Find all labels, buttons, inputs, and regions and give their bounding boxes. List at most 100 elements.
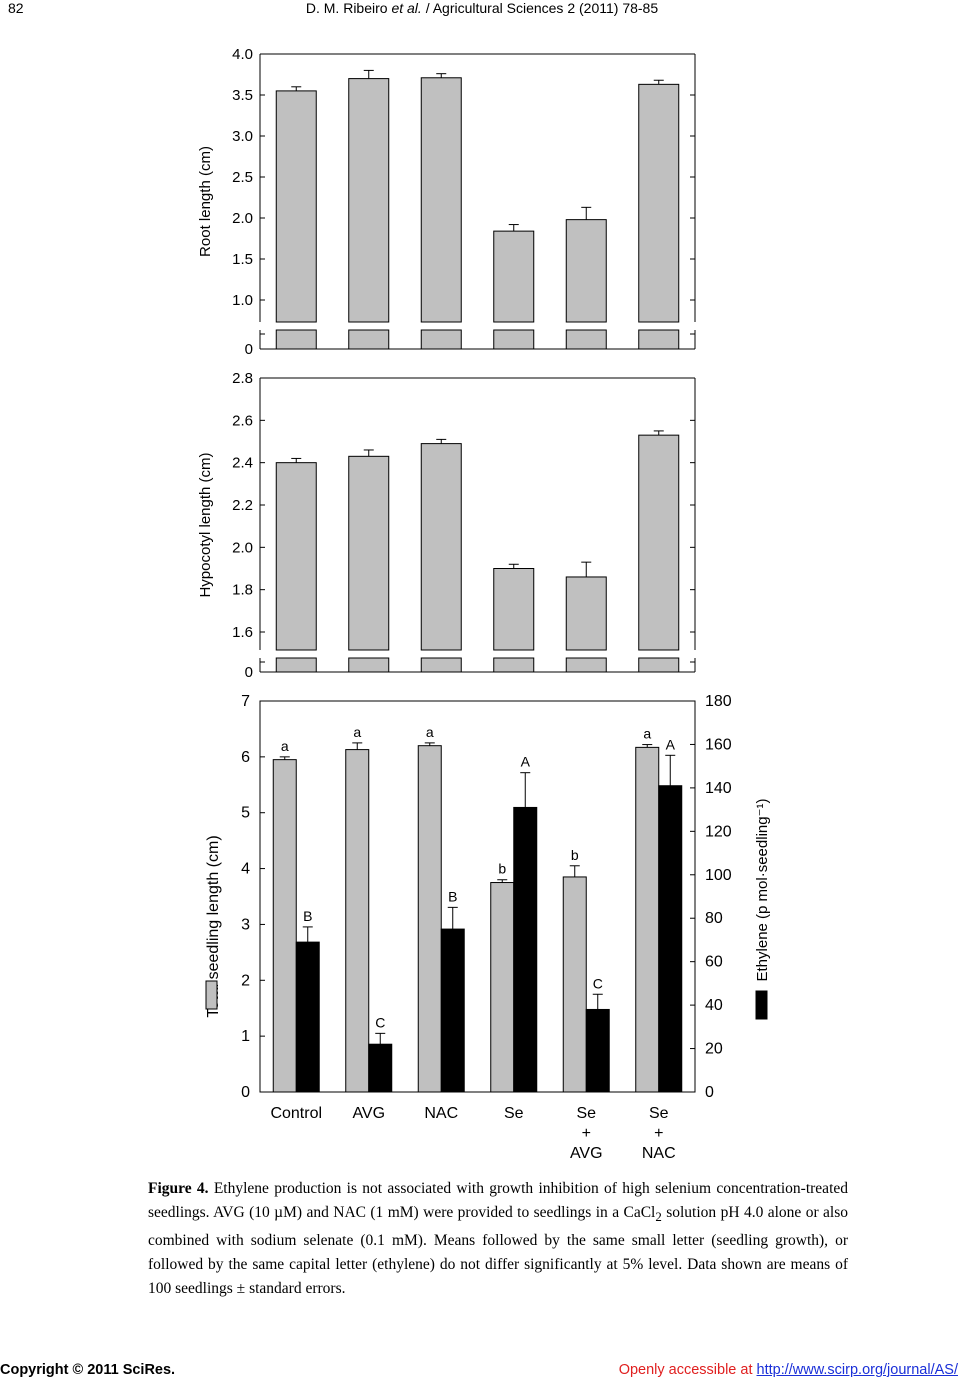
root-tick-label: 2.5 — [232, 169, 253, 186]
hypocotyl-bar-base — [348, 657, 390, 673]
category-label: NAC — [424, 1105, 458, 1122]
header-journal: / Agricultural Sciences 2 (2011) 78-85 — [425, 0, 659, 16]
seedling-significance-label: b — [498, 861, 506, 877]
journal-link[interactable]: http://www.scirp.org/journal/AS/ — [756, 1362, 958, 1378]
access-text: Openly accessible at — [618, 1362, 757, 1378]
root-bar — [638, 83, 680, 323]
header-et-al: et al. — [391, 0, 422, 16]
figure-4-charts: 0 1.0 1.5 2.0 2.5 3.0 3.5 4.0 Root length (cm) 0 1… — [197, 46, 771, 1162]
seedling-tick-label: 0 — [241, 1084, 250, 1101]
caption-subscript: 2 — [655, 1209, 662, 1225]
category-label: AVG — [570, 1145, 603, 1162]
hypocotyl-bar-base — [275, 657, 317, 673]
seedling-tick-label: 7 — [241, 693, 250, 710]
category-label: AVG — [352, 1105, 385, 1122]
ethylene-bar — [368, 1043, 393, 1093]
category-label: Control — [270, 1105, 322, 1122]
seedling-plot-frame — [259, 700, 696, 1093]
hypocotyl-ylabel: Hypocotyl length (cm) — [197, 452, 214, 597]
seedling-bar — [345, 749, 370, 1093]
root-bar — [275, 90, 317, 323]
hypocotyl-tick-label: 1.6 — [232, 624, 253, 641]
root-bar — [420, 77, 462, 323]
ethylene-tick-label: 0 — [705, 1084, 714, 1101]
ethylene-significance-label: C — [375, 1014, 385, 1030]
header-authors: D. M. Ribeiro — [305, 0, 388, 16]
seedling-bar — [272, 759, 297, 1093]
category-label: Se — [576, 1105, 596, 1122]
page-number: 82 — [8, 0, 24, 16]
hypocotyl-bar — [275, 462, 317, 651]
root-bar-base — [275, 329, 317, 350]
seedling-bar — [417, 745, 442, 1093]
ethylene-legend-swatch — [755, 990, 768, 1020]
root-ylabel: Root length (cm) — [197, 146, 214, 257]
hypocotyl-bar-base — [638, 657, 680, 673]
figure-caption: Figure 4. Ethylene production is not ass… — [148, 1177, 848, 1301]
hypocotyl-tick-label: 1.8 — [232, 582, 253, 599]
ethylene-tick-label: 140 — [705, 780, 732, 797]
ethylene-tick-label: 160 — [705, 736, 732, 753]
root-tick-label: 2.0 — [232, 210, 253, 227]
ethylene-bar — [513, 806, 538, 1093]
root-bar-base — [565, 329, 607, 350]
caption-label: Figure 4. — [148, 1180, 209, 1197]
root-tick-label: 1.5 — [232, 251, 253, 268]
seedling-bar — [562, 876, 587, 1093]
seedling-tick-label: 5 — [241, 805, 250, 822]
seedling-significance-label: b — [571, 847, 579, 863]
hypocotyl-bar — [565, 576, 607, 651]
hypocotyl-tick-label: 2.0 — [232, 539, 253, 556]
ethylene-significance-label: A — [521, 754, 531, 770]
seedling-significance-label: a — [426, 724, 434, 740]
ethylene-significance-label: C — [593, 975, 603, 991]
ethylene-bar — [440, 928, 465, 1093]
root-tick-label: 3.0 — [232, 128, 253, 145]
caption-text-1: Ethylene production is not associated wi… — [148, 1180, 849, 1221]
seedling-legend-swatch — [205, 980, 218, 1010]
seedling-ylabel: Total seedling length (cm) — [205, 835, 222, 1017]
ethylene-tick-label: 100 — [705, 867, 732, 884]
root-bar — [493, 230, 535, 323]
root-bar — [348, 78, 390, 323]
hypocotyl-bar-base — [565, 657, 607, 673]
ethylene-bar — [585, 1008, 610, 1093]
hypocotyl-bar — [348, 455, 390, 651]
root-bar-base — [348, 329, 390, 350]
category-label: NAC — [642, 1145, 676, 1162]
seedling-tick-label: 2 — [241, 972, 250, 989]
caption-text-2: solution pH 4.0 alone or also combined w… — [148, 1204, 848, 1298]
hypocotyl-tick-label: 2.2 — [232, 497, 253, 514]
access-note: Openly accessible at http://www.scirp.or… — [619, 1362, 958, 1378]
running-head: D. M. Ribeiro et al. / Agricultural Scie… — [0, 0, 964, 16]
seedling-significance-label: a — [353, 724, 361, 740]
hypocotyl-bar — [493, 568, 535, 651]
category-label: + — [582, 1125, 591, 1142]
category-label: Se — [649, 1105, 669, 1122]
seedling-significance-label: a — [281, 738, 289, 754]
hypocotyl-bar-base — [493, 657, 535, 673]
root-bar-base — [420, 329, 462, 350]
hypocotyl-bar-base — [420, 657, 462, 673]
root-tick-label: 4.0 — [232, 46, 253, 63]
seedling-significance-label: a — [643, 726, 651, 742]
hypocotyl-tick-label: 2.8 — [232, 370, 253, 387]
ethylene-bar — [658, 785, 683, 1093]
ethylene-tick-label: 180 — [705, 693, 732, 710]
hypocotyl-tick-label: 2.4 — [232, 455, 253, 472]
ethylene-significance-label: B — [448, 888, 457, 904]
seedling-bar — [635, 746, 660, 1093]
seedling-tick-label: 6 — [241, 749, 250, 766]
root-tick-label: 0 — [245, 341, 253, 358]
hypocotyl-bar — [420, 443, 462, 651]
root-bar — [565, 219, 607, 323]
hypocotyl-bar — [638, 434, 680, 651]
ethylene-tick-label: 20 — [705, 1041, 723, 1058]
root-bar-base — [493, 329, 535, 350]
seedling-tick-label: 4 — [241, 861, 250, 878]
category-label: Se — [504, 1105, 524, 1122]
ethylene-tick-label: 40 — [705, 997, 723, 1014]
hypocotyl-tick-label: 0 — [245, 664, 253, 681]
ethylene-tick-label: 120 — [705, 823, 732, 840]
copyright-notice: Copyright © 2011 SciRes. — [0, 1362, 176, 1378]
